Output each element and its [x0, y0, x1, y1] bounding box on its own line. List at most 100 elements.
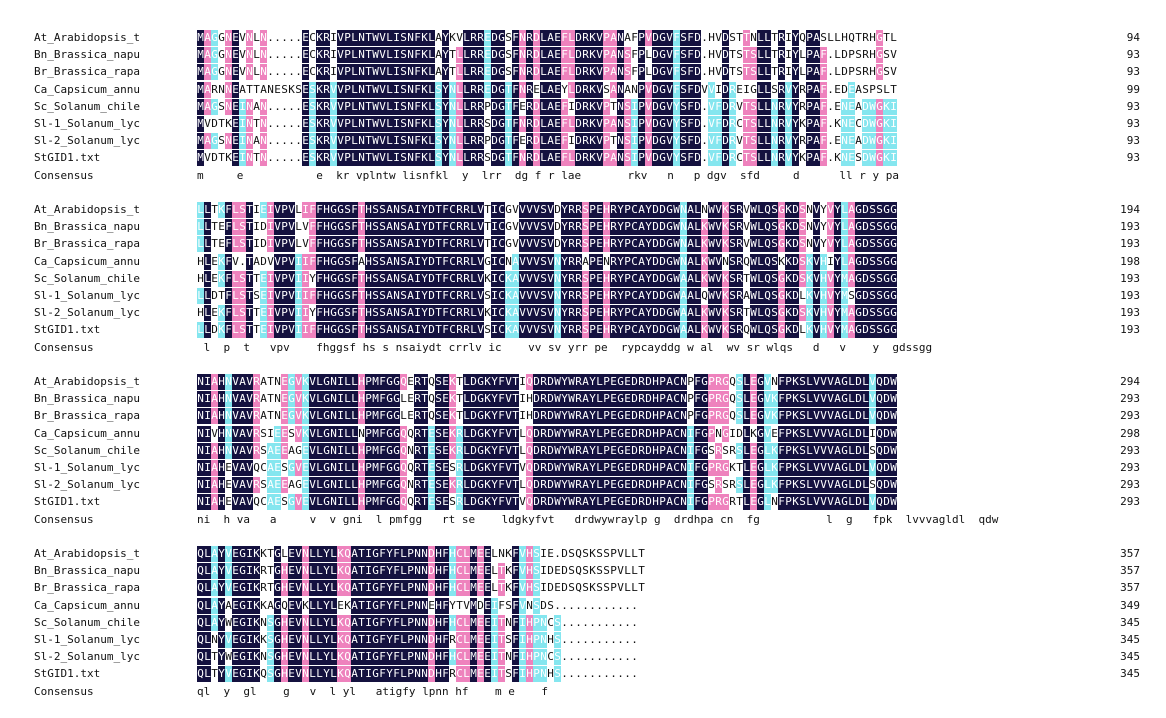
- position-number: 93: [1126, 134, 1140, 148]
- residue: P: [365, 442, 372, 459]
- residue: G: [876, 30, 883, 46]
- residue: V: [477, 322, 484, 339]
- residue: M: [197, 30, 204, 46]
- residue: Y: [386, 580, 393, 597]
- residue: G: [617, 477, 624, 494]
- residue: L: [764, 442, 771, 459]
- residue: L: [806, 494, 813, 511]
- residue: R: [477, 116, 484, 132]
- residue: H: [358, 460, 365, 476]
- residue: L: [204, 597, 211, 614]
- residue: N: [330, 460, 337, 476]
- residue: H: [218, 460, 225, 476]
- position-number: 193: [1120, 237, 1140, 251]
- residue: M: [197, 150, 204, 167]
- residue: W: [869, 98, 876, 115]
- residue: K: [589, 133, 596, 150]
- residue: F: [715, 150, 722, 167]
- sequence-label: Br_Brassica_rapa: [34, 237, 140, 251]
- residue: S: [869, 478, 876, 492]
- residue: A: [351, 632, 358, 648]
- residue: S: [435, 98, 442, 115]
- residue: F: [778, 460, 785, 476]
- residue: C: [260, 461, 267, 474]
- residue: V: [715, 202, 722, 218]
- residue: E: [596, 219, 603, 236]
- residue: S: [582, 236, 589, 253]
- residue: G: [778, 305, 785, 322]
- residue: H: [547, 667, 554, 681]
- residue: V: [813, 288, 820, 304]
- residue: A: [386, 253, 393, 270]
- residue: G: [393, 494, 400, 511]
- residue: E: [477, 632, 484, 648]
- residue: H: [281, 614, 288, 631]
- residue: L: [757, 150, 764, 167]
- residue: L: [799, 323, 806, 337]
- residue: E: [736, 82, 743, 96]
- residue: F: [351, 322, 358, 339]
- residue: L: [757, 305, 764, 322]
- residue: K: [337, 632, 344, 648]
- residue: .: [575, 598, 582, 612]
- residue: G: [386, 460, 393, 476]
- residue: L: [316, 391, 323, 408]
- residue: M: [470, 580, 477, 597]
- residue: D: [659, 202, 666, 218]
- residue: S: [862, 82, 869, 96]
- residue: E: [750, 494, 757, 511]
- residue: Q: [876, 442, 883, 459]
- residue: A: [813, 116, 820, 132]
- residue: F: [351, 305, 358, 322]
- residue: K: [771, 477, 778, 494]
- residue: L: [344, 408, 351, 425]
- residue: S: [876, 322, 883, 339]
- residue: G: [855, 202, 862, 218]
- residue: N: [246, 30, 253, 46]
- residue: F: [820, 81, 827, 98]
- residue: L: [316, 477, 323, 494]
- residue: A: [582, 425, 589, 442]
- residue: S: [400, 116, 407, 132]
- residue: I: [890, 116, 897, 132]
- residue: Y: [323, 580, 330, 597]
- residue: K: [792, 391, 799, 408]
- residue: G: [288, 460, 295, 476]
- residue: N: [414, 649, 421, 666]
- residue: V: [295, 374, 302, 390]
- residue: P: [344, 64, 351, 81]
- residue: Q: [764, 305, 771, 322]
- residue: H: [526, 632, 533, 648]
- residue: V: [813, 253, 820, 270]
- residue: K: [883, 150, 890, 167]
- residue: A: [351, 614, 358, 631]
- residue: V: [211, 426, 218, 440]
- residue: D: [652, 116, 659, 132]
- residue: L: [309, 580, 316, 597]
- residue: F: [309, 322, 316, 339]
- residue: F: [379, 477, 386, 494]
- residue: R: [736, 288, 743, 304]
- residue: M: [372, 425, 379, 442]
- residue: W: [554, 477, 561, 494]
- residue: V: [379, 47, 386, 64]
- residue: C: [498, 270, 505, 287]
- residue: P: [281, 322, 288, 339]
- residue: W: [708, 288, 715, 304]
- residue: R: [778, 30, 785, 46]
- residue: .: [701, 134, 708, 148]
- residue: P: [638, 98, 645, 115]
- residue: V: [204, 117, 211, 130]
- residue: V: [295, 460, 302, 476]
- residue: F: [393, 649, 400, 666]
- residue: Y: [309, 306, 316, 320]
- residue: Y: [834, 270, 841, 287]
- residue: N: [197, 442, 204, 459]
- residue: S: [449, 461, 456, 474]
- residue: R: [638, 460, 645, 476]
- residue: V: [519, 202, 526, 218]
- residue: A: [547, 150, 554, 167]
- residue: S: [582, 564, 589, 578]
- residue: F: [379, 632, 386, 648]
- residue: L: [743, 460, 750, 476]
